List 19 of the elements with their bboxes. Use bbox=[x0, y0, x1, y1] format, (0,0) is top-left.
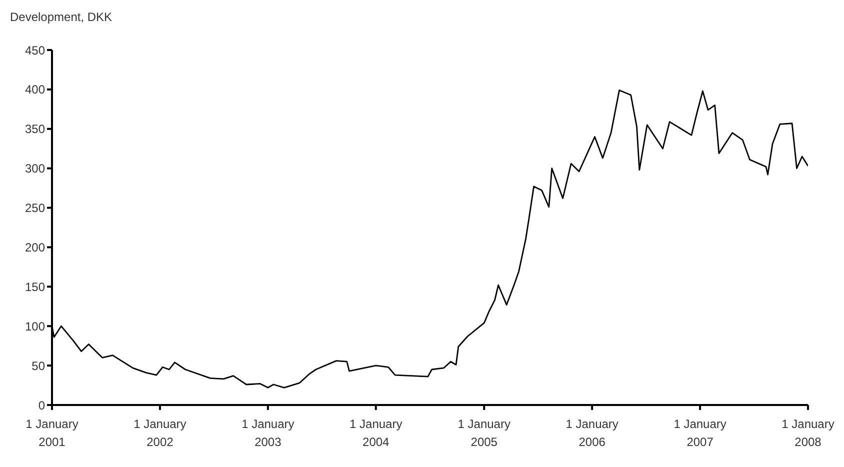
y-tick-label: 0 bbox=[38, 398, 46, 412]
y-tick-label: 200 bbox=[24, 240, 46, 254]
x-tick-label: 1 January 2002 bbox=[134, 417, 186, 449]
x-tick-label: 1 January 2006 bbox=[566, 417, 618, 449]
x-tick-label: 1 January 2001 bbox=[26, 417, 78, 449]
y-tick-label: 50 bbox=[32, 358, 46, 373]
x-tick-label: 1 January 2004 bbox=[350, 417, 402, 449]
x-tick-label: 1 January 2003 bbox=[242, 417, 294, 449]
x-tick-label: 1 January 2005 bbox=[458, 417, 510, 449]
x-tick-label: 1 January 2008 bbox=[782, 417, 834, 449]
y-axis-title: Development, DKK bbox=[10, 10, 112, 24]
x-tick-label: 1 January 2007 bbox=[674, 417, 726, 449]
y-tick-label: 400 bbox=[24, 82, 46, 97]
y-tick-label: 300 bbox=[24, 162, 46, 176]
y-tick-label: 250 bbox=[24, 201, 46, 216]
y-tick-label: 350 bbox=[24, 122, 46, 136]
y-tick-label: 100 bbox=[24, 319, 46, 334]
y-tick-label: 150 bbox=[24, 280, 46, 294]
y-tick-label: 450 bbox=[24, 43, 46, 58]
